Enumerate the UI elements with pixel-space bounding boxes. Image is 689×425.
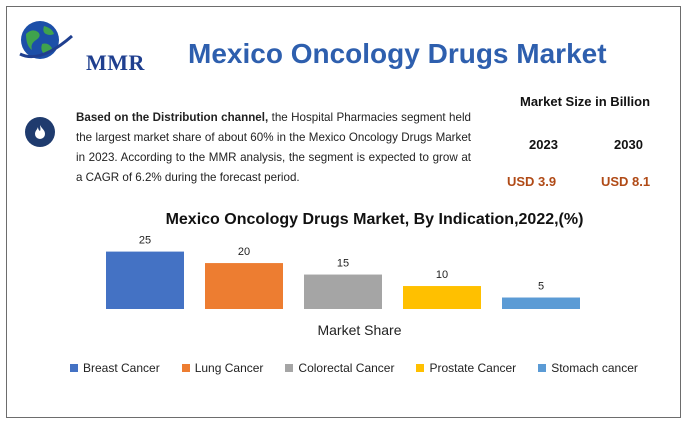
legend-label: Lung Cancer (194, 361, 264, 375)
flame-icon (25, 117, 55, 147)
page-title: Mexico Oncology Drugs Market (188, 38, 607, 69)
legend-item: Breast Cancer (70, 361, 160, 375)
legend-swatch (416, 364, 425, 372)
year-2023: 2023 (529, 137, 558, 152)
info-lead: Based on the Distribution channel, (76, 111, 269, 124)
chart-title: Mexico Oncology Drugs Market, By Indicat… (165, 211, 584, 228)
figure-frame (6, 6, 681, 418)
value-2023: USD 3.9 (507, 174, 557, 189)
mmr-logo: MMR (14, 14, 144, 75)
legend-swatch (285, 364, 294, 372)
bar-lung-cancer (205, 263, 283, 309)
logo-text: MMR (86, 50, 145, 75)
legend-item: Lung Cancer (181, 361, 264, 375)
legend-swatch (538, 364, 547, 372)
legend-item: Prostate Cancer (416, 361, 516, 375)
info-paragraph: Based on the Distribution channel, the H… (76, 108, 471, 188)
legend-label: Stomach cancer (551, 361, 638, 375)
legend-swatch (181, 364, 190, 372)
chart-legend: Breast Cancer Lung Cancer Colorectal Cance… (70, 361, 638, 375)
legend-label: Prostate Cancer (429, 361, 517, 375)
value-2030: USD 8.1 (601, 174, 651, 189)
legend-swatch (70, 364, 78, 372)
globe-icon (19, 21, 73, 59)
bar-colorectal-cancer (304, 274, 382, 309)
data-label: 5 (538, 281, 544, 293)
year-2030: 2030 (614, 137, 643, 152)
x-axis-label: Market Share (317, 322, 402, 338)
legend-label: Breast Cancer (83, 361, 160, 375)
data-label: 20 (238, 246, 250, 258)
bar-chart: 25 20 15 10 5 (106, 235, 580, 309)
data-label: 10 (436, 269, 448, 281)
data-label: 15 (337, 258, 349, 270)
legend-item: Stomach cancer (538, 361, 638, 375)
data-label: 25 (139, 235, 151, 247)
market-size-title: Market Size in Billion (520, 94, 651, 109)
legend-item: Colorectal Cancer (285, 361, 394, 375)
bar-stomach-cancer (502, 297, 580, 309)
info-body: the Hospital Pharmacies segment held the… (76, 111, 471, 184)
bar-prostate-cancer (403, 286, 481, 309)
legend-label: Colorectal Cancer (298, 361, 395, 375)
bar-breast-cancer (106, 251, 184, 309)
